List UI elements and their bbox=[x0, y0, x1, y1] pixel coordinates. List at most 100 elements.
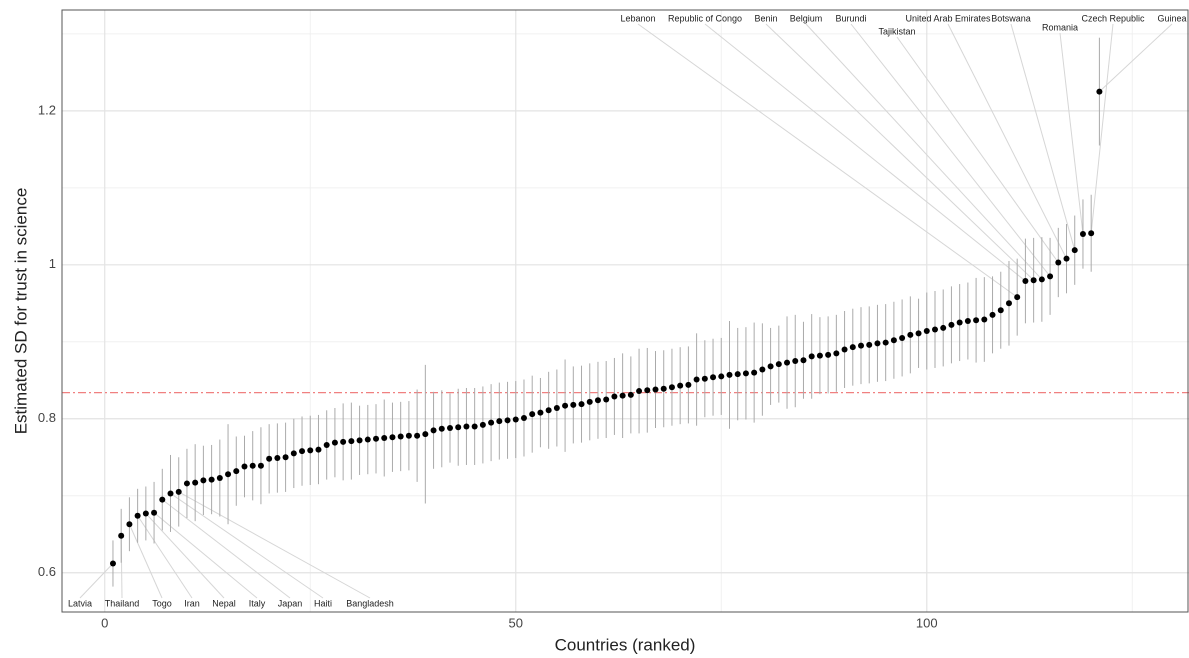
point bbox=[356, 437, 363, 444]
label-leader bbox=[170, 493, 324, 599]
label-leader bbox=[178, 491, 371, 599]
point-label: United Arab Emirates bbox=[905, 13, 991, 23]
point bbox=[438, 425, 445, 432]
point bbox=[405, 432, 412, 439]
point-label: Japan bbox=[278, 598, 303, 608]
point bbox=[767, 363, 774, 370]
y-tick-label: 1.2 bbox=[38, 102, 56, 117]
point bbox=[455, 424, 462, 431]
point bbox=[611, 393, 618, 400]
point bbox=[373, 435, 380, 442]
point bbox=[315, 446, 322, 453]
label-leader bbox=[161, 499, 291, 599]
point-label: Nepal bbox=[212, 598, 236, 608]
point bbox=[775, 361, 782, 368]
point bbox=[660, 385, 667, 392]
y-tick-label: 0.8 bbox=[38, 410, 56, 425]
point bbox=[216, 475, 223, 482]
point bbox=[800, 357, 807, 364]
point bbox=[594, 397, 601, 404]
point bbox=[479, 421, 486, 428]
point bbox=[529, 411, 536, 418]
point bbox=[545, 407, 552, 414]
point bbox=[964, 318, 971, 325]
point-label: Burundi bbox=[835, 13, 866, 23]
point bbox=[948, 321, 955, 328]
point bbox=[537, 409, 544, 416]
point bbox=[759, 366, 766, 373]
point-label: Haiti bbox=[314, 598, 332, 608]
point bbox=[718, 373, 725, 380]
point bbox=[668, 384, 675, 391]
point-label: Czech Republic bbox=[1081, 13, 1145, 23]
point-label: Guinea bbox=[1157, 13, 1186, 23]
point bbox=[923, 328, 930, 335]
y-tick-label: 0.6 bbox=[38, 564, 56, 579]
point bbox=[685, 381, 692, 388]
point bbox=[471, 423, 478, 430]
point bbox=[1063, 255, 1070, 262]
point bbox=[134, 512, 141, 519]
point bbox=[274, 455, 281, 462]
point bbox=[981, 316, 988, 323]
point bbox=[233, 468, 240, 475]
point bbox=[364, 436, 371, 443]
point bbox=[282, 454, 289, 461]
label-leader bbox=[805, 23, 1043, 280]
point bbox=[808, 353, 815, 360]
point bbox=[208, 476, 215, 483]
point bbox=[1088, 230, 1095, 237]
point bbox=[118, 532, 125, 539]
point bbox=[825, 351, 832, 358]
x-tick-label: 0 bbox=[101, 615, 108, 630]
point bbox=[397, 433, 404, 440]
x-axis-title: Countries (ranked) bbox=[555, 635, 696, 654]
point bbox=[340, 438, 347, 445]
point bbox=[1005, 300, 1012, 307]
label-leader bbox=[637, 23, 1018, 298]
label-leader bbox=[79, 563, 114, 599]
point bbox=[381, 435, 388, 442]
point bbox=[1014, 294, 1021, 301]
point bbox=[249, 462, 256, 469]
point bbox=[874, 340, 881, 347]
point-label: Bangladesh bbox=[346, 598, 394, 608]
point bbox=[849, 344, 856, 351]
point bbox=[323, 441, 330, 448]
x-tick-label: 100 bbox=[916, 615, 938, 630]
label-leader bbox=[145, 513, 225, 599]
point bbox=[751, 369, 758, 376]
point bbox=[520, 415, 527, 422]
point bbox=[734, 371, 741, 378]
point bbox=[792, 358, 799, 365]
point-label: Lebanon bbox=[620, 13, 655, 23]
point bbox=[693, 376, 700, 383]
point bbox=[833, 350, 840, 357]
point bbox=[422, 431, 429, 438]
point bbox=[142, 510, 149, 517]
point bbox=[183, 480, 190, 487]
point bbox=[488, 419, 495, 426]
label-leader bbox=[1059, 32, 1084, 235]
plot-border bbox=[61, 9, 1189, 613]
point bbox=[882, 339, 889, 346]
point bbox=[570, 401, 577, 408]
point bbox=[973, 317, 980, 324]
point bbox=[899, 334, 906, 341]
point-label: Iran bbox=[184, 598, 200, 608]
point bbox=[299, 448, 306, 455]
label-leader bbox=[896, 36, 1059, 263]
point-label: Italy bbox=[249, 598, 266, 608]
point-label: Latvia bbox=[68, 598, 92, 608]
point bbox=[1038, 276, 1045, 283]
point bbox=[159, 496, 166, 503]
point bbox=[710, 374, 717, 381]
point bbox=[1071, 247, 1078, 254]
point-label: Republic of Congo bbox=[668, 13, 742, 23]
point bbox=[307, 447, 314, 454]
point bbox=[109, 560, 116, 567]
point bbox=[389, 434, 396, 441]
point bbox=[1055, 259, 1062, 266]
point bbox=[266, 455, 273, 462]
